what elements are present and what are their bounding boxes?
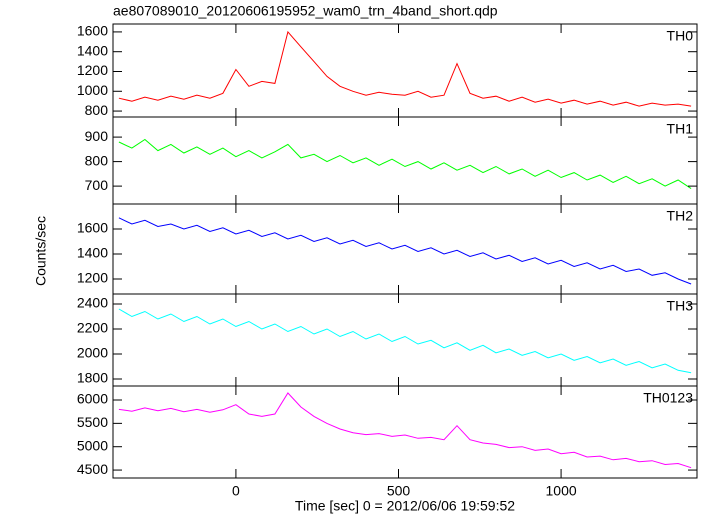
light-curve [118, 217, 692, 285]
y-tick-label: 4500 [77, 461, 108, 477]
panel-frame [112, 385, 698, 479]
y-tick-label: 1600 [77, 220, 108, 236]
panel-frame [112, 293, 698, 387]
x-tick-label: 500 [387, 483, 411, 499]
y-tick-label: 800 [85, 152, 109, 168]
y-tick-label: 1400 [77, 245, 108, 261]
y-tick-label: 1000 [77, 82, 108, 98]
panel-frame [112, 116, 698, 205]
light-curve [118, 308, 692, 374]
series-label: TH1 [667, 121, 694, 137]
y-tick-label: 6000 [77, 391, 108, 407]
panel-frame [112, 203, 698, 295]
x-tick-label: 1000 [546, 483, 577, 499]
y-tick-label: 2200 [77, 320, 108, 336]
series-label: TH0123 [643, 390, 693, 406]
y-tick-label: 2400 [77, 295, 108, 311]
y-tick-label: 700 [85, 177, 109, 193]
light-curve [118, 138, 692, 190]
y-tick-label: 800 [85, 102, 109, 118]
panel-frame [112, 23, 698, 118]
y-tick-label: 5500 [77, 414, 108, 430]
y-tick-label: 1200 [77, 270, 108, 286]
x-tick-label: 0 [232, 483, 240, 499]
y-tick-label: 1800 [77, 370, 108, 386]
series-label: TH0 [667, 28, 694, 44]
y-tick-label: 1400 [77, 42, 108, 58]
y-tick-label: 2000 [77, 345, 108, 361]
light-curve [118, 30, 692, 107]
chart-title: ae807089010_20120606195952_wam0_trn_4ban… [113, 3, 498, 19]
y-tick-label: 5000 [77, 437, 108, 453]
y-tick-label: 1600 [77, 23, 108, 39]
series-label: TH2 [667, 208, 694, 224]
x-axis-label: Time [sec] 0 = 2012/06/06 19:59:52 [295, 498, 515, 514]
y-axis-label: Counts/sec [33, 216, 49, 286]
y-tick-label: 1200 [77, 62, 108, 78]
series-label: TH3 [667, 298, 694, 314]
y-tick-label: 900 [85, 128, 109, 144]
light-curve [118, 392, 692, 469]
